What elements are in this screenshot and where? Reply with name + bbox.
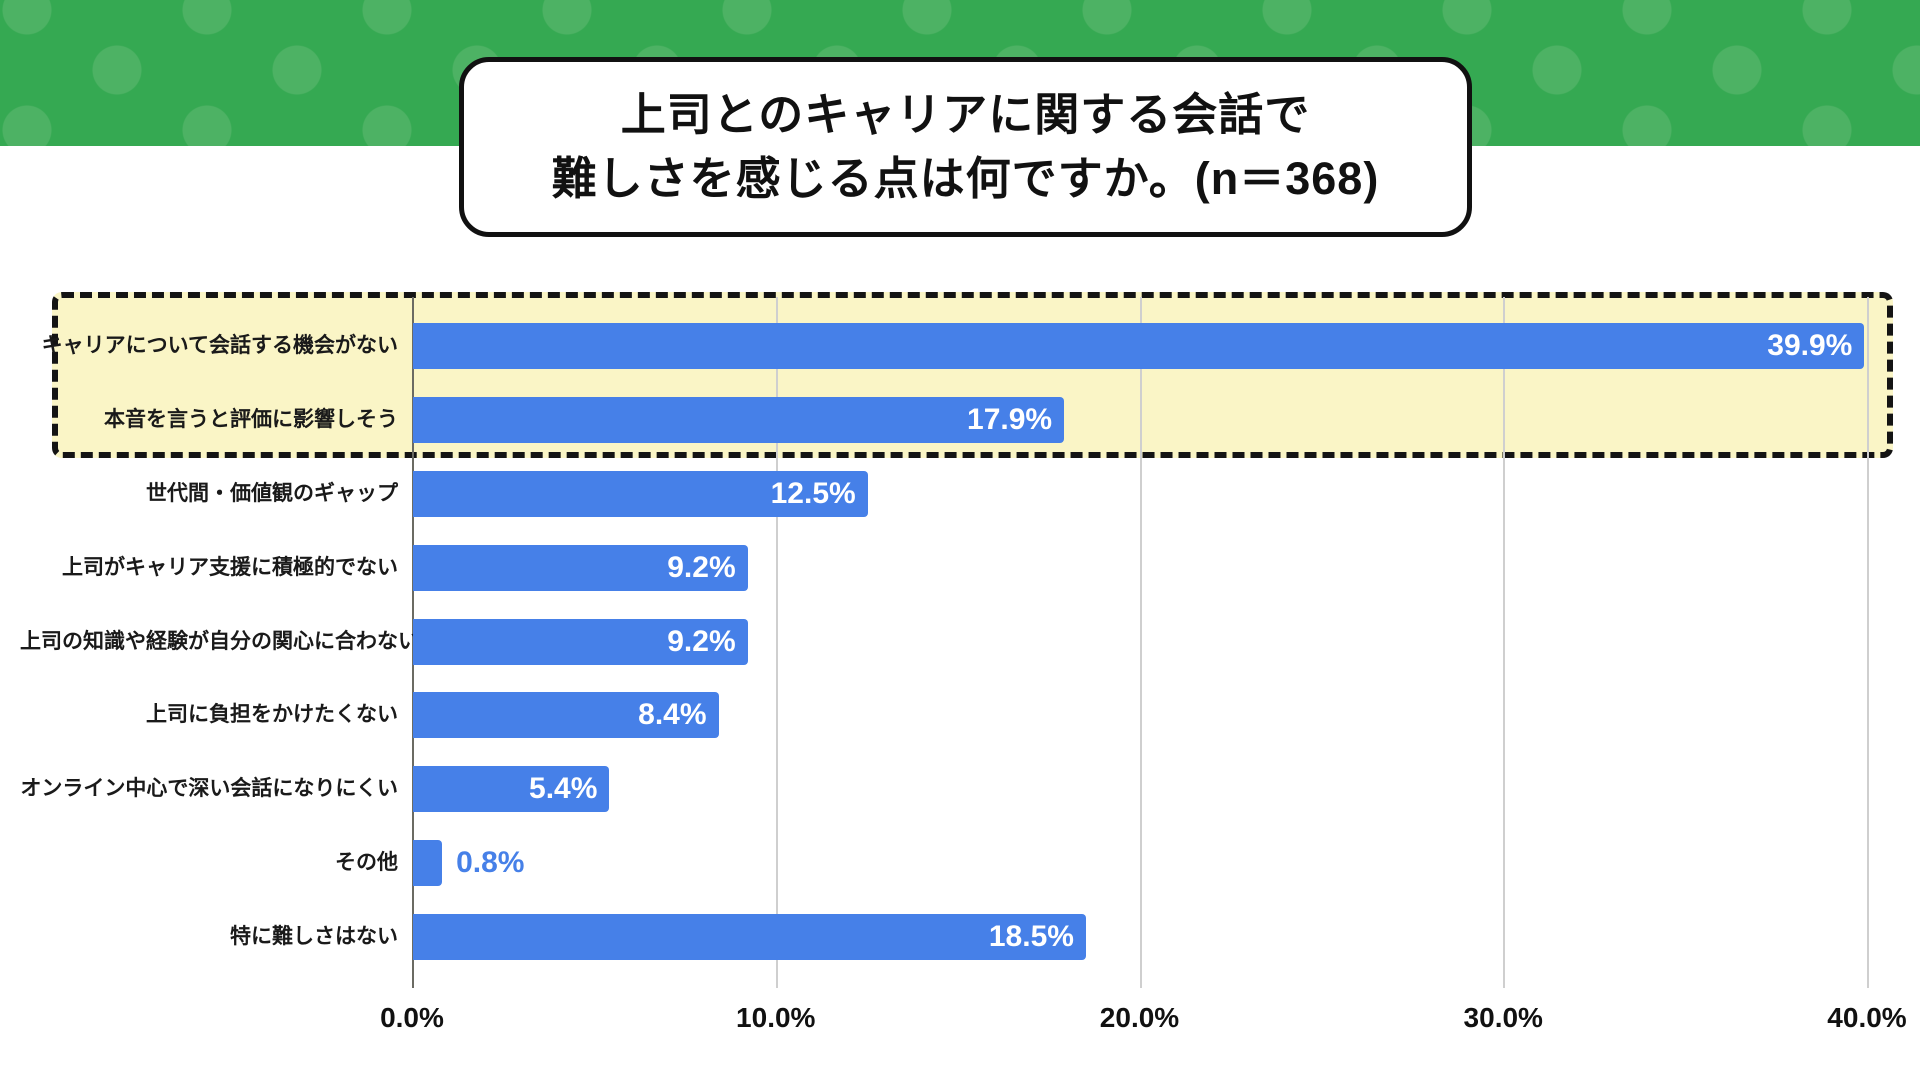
gridline-20 — [1139, 297, 1142, 988]
bar-value-label: 39.9% — [1767, 329, 1853, 362]
category-label: 本音を言うと評価に影響しそう — [104, 407, 398, 431]
bar: 18.5% — [413, 914, 1086, 960]
bar-value-label: 18.5% — [988, 920, 1074, 953]
x-tick-label: 10.0% — [736, 1002, 816, 1033]
chart-title-line1: 上司とのキャリアに関する会話で — [620, 89, 1311, 140]
title-card: 上司とのキャリアに関する会話で 難しさを感じる点は何ですか。(n＝368) — [459, 57, 1472, 237]
x-tick-label: 40.0% — [1827, 1002, 1907, 1033]
gridline-30 — [1503, 297, 1506, 988]
bar-value-label: 17.9% — [967, 402, 1053, 436]
category-label: キャリアについて会話する機会がない — [41, 334, 398, 357]
bar — [413, 840, 443, 887]
category-label: オンライン中心で深い会話になりにくい — [20, 777, 398, 801]
bar: 17.9% — [413, 396, 1065, 443]
gridline-10 — [775, 297, 778, 988]
bar: 12.5% — [413, 470, 868, 517]
bar: 9.2% — [413, 544, 748, 591]
bar-value-label: 0.8% — [456, 846, 525, 880]
bar-value-label: 8.4% — [638, 698, 707, 732]
bar-value-label: 5.4% — [529, 772, 598, 806]
bar: 8.4% — [413, 692, 719, 739]
bar-value-label: 12.5% — [770, 476, 856, 510]
x-tick-label: 30.0% — [1463, 1002, 1543, 1033]
category-label: 上司の知識や経験が自分の関心に合わない — [20, 629, 419, 653]
x-tick-label: 0.0% — [380, 1002, 444, 1033]
category-label: 上司に負担をかけたくない — [146, 703, 398, 727]
category-label: 世代間・価値観のギャップ — [146, 481, 398, 505]
x-tick-label: 20.0% — [1099, 1002, 1180, 1033]
bar: 39.9% — [413, 323, 1865, 369]
chart-title-line2: 難しさを感じる点は何ですか。(n＝368) — [551, 153, 1380, 204]
bar: 5.4% — [413, 766, 610, 813]
category-label: その他 — [335, 851, 398, 875]
bar-value-label: 9.2% — [667, 624, 736, 658]
category-label: 上司がキャリア支援に積極的でない — [62, 555, 398, 579]
bar: 9.2% — [413, 618, 748, 665]
bar-value-label: 9.2% — [667, 550, 736, 584]
gridline-40 — [1867, 297, 1869, 988]
category-label: 特に難しさはない — [230, 925, 398, 948]
